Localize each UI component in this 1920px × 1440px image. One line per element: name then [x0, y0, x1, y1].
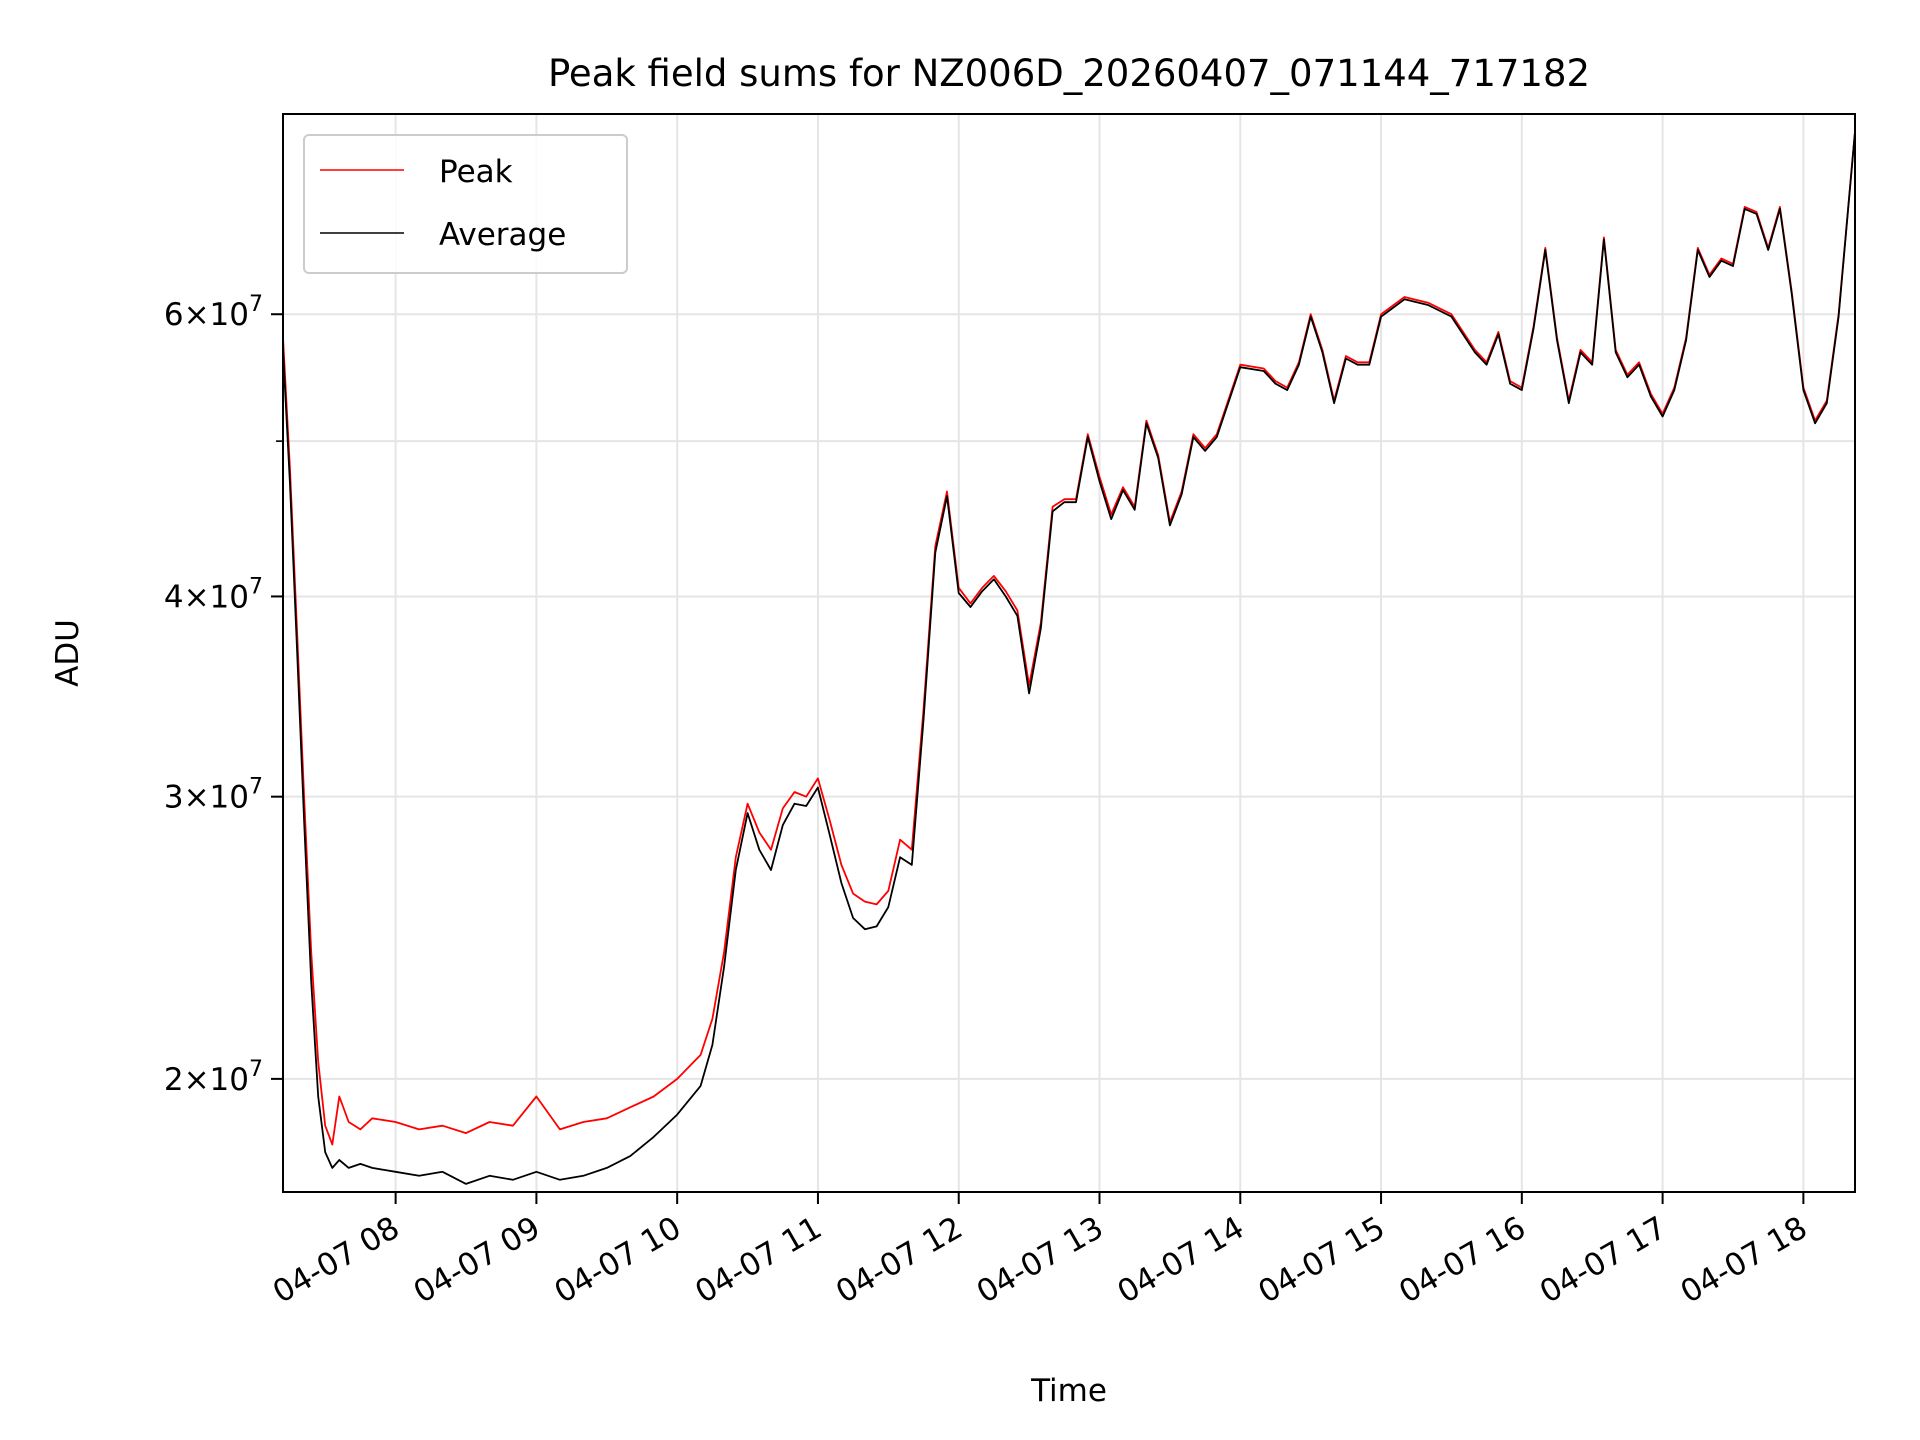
y-tick-label: 3×107: [164, 775, 263, 816]
chart-title: Peak field sums for NZ006D_20260407_0711…: [548, 52, 1590, 95]
series-layer: [282, 131, 1856, 1185]
y-tick-label: 4×107: [164, 574, 263, 615]
x-axis-label: Time: [1030, 1373, 1107, 1409]
y-tick-label: 6×107: [164, 292, 263, 333]
y-axis-label: ADU: [50, 619, 86, 687]
series-line-average: [282, 131, 1856, 1185]
y-tick-label: 2×107: [164, 1057, 263, 1098]
series-line-peak: [282, 131, 1856, 1146]
grid: [283, 114, 1855, 1192]
legend-label-average: Average: [439, 217, 566, 253]
legend-label-peak: Peak: [439, 154, 513, 190]
plot-frame: [282, 113, 1856, 1193]
y-axis: 2×107 3×107 4×107 6×107: [164, 292, 283, 1098]
legend: Peak Average: [303, 134, 628, 274]
